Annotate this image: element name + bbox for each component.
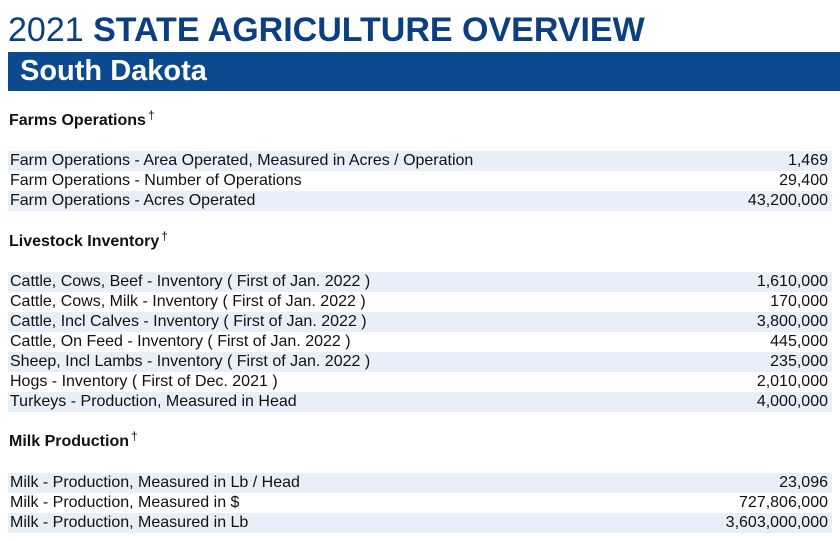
row-label: Cattle, Cows, Beef - Inventory ( First o… [10,273,371,290]
row-label: Farm Operations - Number of Operations [10,172,302,189]
row-label: Milk - Production, Measured in $ [10,494,240,511]
livestock-inventory-table: Cattle, Cows, Beef - Inventory ( First o… [8,272,832,412]
row-label: Milk - Production, Measured in Lb [10,514,249,531]
row-label: Farm Operations - Acres Operated [10,192,256,209]
state-banner: South Dakota [8,52,840,91]
table-row: Milk - Production, Measured in $ 727,806… [8,493,832,513]
row-label: Turkeys - Production, Measured in Head [10,393,297,410]
table-row: Farm Operations - Number of Operations 2… [8,171,832,191]
title-main: STATE AGRICULTURE OVERVIEW [93,11,645,49]
table-row: Milk - Production, Measured in Lb / Head… [8,473,832,493]
row-value: 1,469 [787,152,828,169]
table-row: Hogs - Inventory ( First of Dec. 2021 ) … [8,372,832,392]
milk-production-table: Milk - Production, Measured in Lb / Head… [8,473,832,533]
dagger-marker: † [161,228,168,243]
dagger-marker: † [147,107,155,122]
farms-operations-table: Farm Operations - Area Operated, Measure… [8,151,832,211]
dagger-marker: † [131,428,138,443]
row-value: 43,200,000 [747,192,828,209]
row-label: Milk - Production, Measured in Lb / Head [10,474,300,491]
section-heading-livestock-inventory: Livestock Inventory † [9,228,168,252]
table-row: Farm Operations - Area Operated, Measure… [8,151,832,171]
table-row: Cattle, Cows, Milk - Inventory ( First o… [8,292,832,312]
row-label: Farm Operations - Area Operated, Measure… [10,152,474,169]
row-label: Cattle, Cows, Milk - Inventory ( First o… [10,293,366,310]
row-value: 170,000 [770,293,828,310]
section-title: Farms Operations [9,112,146,129]
row-value: 445,000 [770,333,828,350]
row-value: 2,010,000 [756,373,828,390]
row-value: 4,000,000 [756,393,828,410]
title-year: 2021 [8,11,84,49]
row-value: 1,610,000 [756,273,828,290]
state-name: South Dakota [20,55,207,87]
row-label: Cattle, Incl Calves - Inventory ( First … [10,313,367,330]
row-value: 29,400 [779,172,828,189]
row-value: 235,000 [770,353,828,370]
row-value: 3,603,000,000 [725,514,828,531]
row-value: 23,096 [779,474,828,491]
row-label: Sheep, Incl Lambs - Inventory ( First of… [10,353,371,370]
table-row: Farm Operations - Acres Operated 43,200,… [8,191,832,211]
table-row: Milk - Production, Measured in Lb 3,603,… [8,513,832,533]
row-label: Cattle, On Feed - Inventory ( First of J… [10,333,351,350]
section-heading-milk-production: Milk Production † [9,428,138,452]
row-value: 727,806,000 [739,494,828,511]
table-row: Cattle, Cows, Beef - Inventory ( First o… [8,272,832,292]
table-row: Turkeys - Production, Measured in Head 4… [8,392,832,412]
table-row: Cattle, On Feed - Inventory ( First of J… [8,332,832,352]
section-heading-farms-operations: Farms Operations † [9,107,155,131]
row-value: 3,800,000 [756,313,828,330]
page-title: 2021 STATE AGRICULTURE OVERVIEW [8,10,645,50]
section-title: Milk Production [9,433,129,450]
row-label: Hogs - Inventory ( First of Dec. 2021 ) [10,373,278,390]
section-title: Livestock Inventory [9,233,160,250]
table-row: Sheep, Incl Lambs - Inventory ( First of… [8,352,832,372]
table-row: Cattle, Incl Calves - Inventory ( First … [8,312,832,332]
